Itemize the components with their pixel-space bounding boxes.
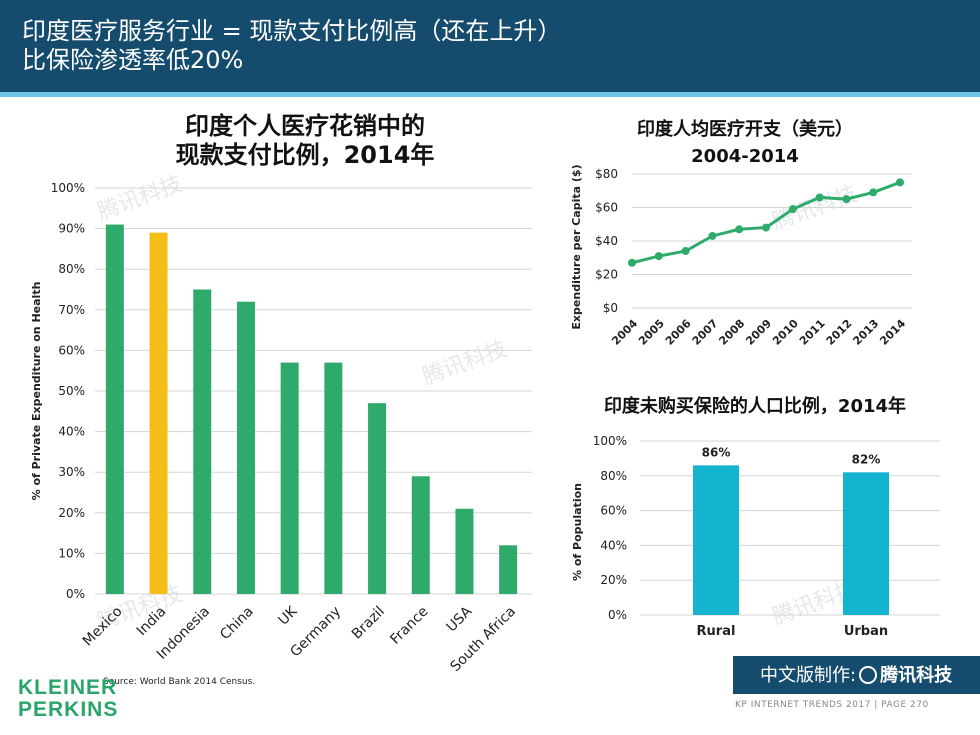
x-tick-label: Brazil [349,604,388,643]
y-tick-label: 40% [600,538,627,552]
footer-text: KP INTERNET TRENDS 2017 | PAGE 270 [735,700,929,710]
y-tick-label: $40 [595,234,618,248]
x-tick-label: China [217,604,257,644]
bar-indonesia [193,289,212,594]
data-point-2010 [788,205,797,214]
y-tick-label: 100% [593,434,627,448]
badge-prefix: 中文版制作: [760,665,857,686]
data-point-2006 [681,247,690,256]
y-tick-label: 30% [58,465,85,479]
header-stripe [0,92,980,97]
y-tick-label: 60% [58,343,85,357]
data-point-2014 [896,178,904,187]
x-tick-label: Urban [844,624,888,639]
x-tick-label: USA [443,603,475,635]
data-point-2004 [628,258,636,267]
x-tick-label: Rural [697,624,736,639]
y-tick-label: 40% [58,425,85,439]
kleiner-perkins-logo: KLEINER PERKINS [18,677,118,721]
data-label: 82% [852,452,881,466]
data-label: 86% [702,445,731,459]
data-point-2012 [842,195,851,204]
y-tick-label: 50% [58,384,85,398]
x-tick-label: France [387,604,431,648]
tencent-logo-icon [859,666,878,684]
badge-brand: 腾讯科技 [880,665,953,686]
y-tick-label: 100% [51,181,85,195]
chart1-title-line2: 现款支付比例，2014年 [175,141,435,169]
y-tick-label: 0% [608,608,627,622]
chart1-bar-chart: 0% 10% 20% 30% 40% 50% 60% 70% 80% 90% 100% Mexico I… [30,181,532,675]
x-tick-label: 2004 [609,317,640,348]
x-tick-label: 2011 [797,317,828,348]
y-tick-label: 20% [58,506,85,520]
bar-usa [455,508,474,594]
y-tick-label: 60% [600,504,627,518]
y-tick-label: 80% [58,262,85,276]
x-tick-label: 2007 [690,317,721,348]
x-tick-label: UK [275,603,301,629]
data-point-2005 [654,252,663,261]
x-tick-label: 2006 [663,317,694,348]
bar-india [149,232,168,594]
translation-badge [733,656,980,694]
x-tick-label: 2013 [850,317,881,348]
y-tick-label: 20% [600,573,627,587]
y-axis-label: Expenditure per Capita ($) [570,164,583,329]
logo-line1: KLEINER [18,676,118,699]
chart2-line-chart: $0$20$40$60$8020042005200620072008200920… [570,164,912,348]
x-tick-label: India [134,604,170,640]
bar-urban [843,472,889,615]
y-tick-label: 80% [600,469,627,483]
y-tick-label: 0% [66,587,85,601]
x-tick-label: 2012 [824,317,855,348]
x-tick-label: 2010 [770,317,801,348]
data-point-2013 [869,188,878,197]
chart3-bar-chart: 0% 20% 40% 60% 80% 100% 86% Rural 82% Urban % of P… [571,434,940,639]
x-tick-label: 2009 [743,317,774,348]
chart2-title: 印度人均医疗开支（美元） 2004-2014 [580,116,910,170]
slide-title-line2: 比保险渗透率低20% [22,46,244,74]
y-axis-label: % of Population [571,483,584,581]
y-tick-label: $80 [595,167,618,181]
slide-title-line1: 印度医疗服务行业 = 现款支付比例高（还在上升） [22,17,562,45]
y-tick-label: $20 [595,268,618,282]
data-point-2011 [815,193,824,202]
header-bar [0,0,980,92]
y-tick-label: 10% [58,546,85,560]
bar-uk [280,362,299,594]
source-note: Source: World Bank 2014 Census. [103,677,256,687]
bar-mexico [105,224,124,594]
chart2-title-line1: 印度人均医疗开支（美元） [637,119,853,140]
badge-text: 中文版制作: 腾讯科技 [760,663,952,689]
data-point-2009 [762,223,770,232]
series-line [631,180,901,265]
bar-germany [324,362,343,594]
x-tick-label: Mexico [80,604,126,650]
data-point-2008 [735,225,744,234]
chart1-title-line1: 印度个人医疗花销中的 [185,112,425,140]
chart2-title-line2: 2004-2014 [691,146,799,167]
chart1-title: 印度个人医疗花销中的 现款支付比例，2014年 [130,112,480,170]
chart3-title: 印度未购买保险的人口比例，2014年 [603,396,907,417]
logo-line2: PERKINS [18,698,119,721]
y-axis-label: % of Private Expenditure on Health [30,282,43,501]
bar-china [236,301,255,594]
y-tick-label: $0 [603,301,618,315]
bar-south-africa [499,545,518,594]
data-point-2007 [708,231,717,240]
x-tick-label: 2014 [877,317,908,348]
bar-brazil [368,403,387,594]
bar-rural [693,465,739,615]
y-tick-label: $60 [595,201,618,215]
y-tick-label: 70% [58,303,85,317]
bar-france [411,476,430,594]
x-tick-label: 2005 [636,317,667,348]
y-tick-label: 90% [58,222,85,236]
x-tick-label: 2008 [716,317,747,348]
